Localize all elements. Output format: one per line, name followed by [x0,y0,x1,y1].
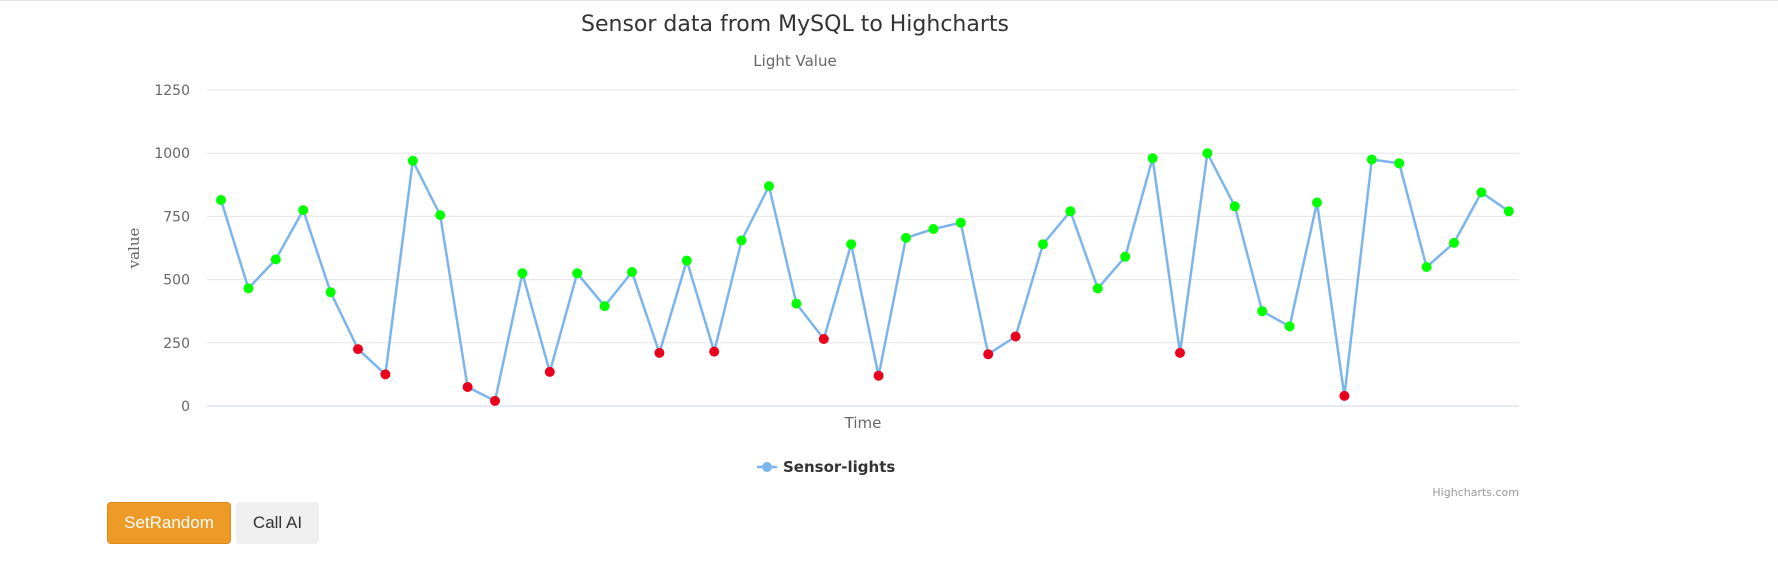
legend-marker [762,462,772,472]
y-axis-ticks: 0 250 500 750 1000 1250 [154,83,190,415]
data-point[interactable] [407,155,418,166]
data-point[interactable] [818,334,829,344]
data-point[interactable] [901,232,911,243]
data-point[interactable] [681,255,692,266]
data-point[interactable] [1339,390,1350,401]
data-point[interactable] [435,210,446,221]
data-point[interactable] [1147,153,1158,164]
data-point[interactable] [654,347,665,358]
data-point[interactable] [1010,331,1021,342]
credits-link[interactable]: Highcharts.com [1432,486,1519,499]
set-random-button[interactable]: SetRandom [107,502,231,544]
data-point[interactable] [983,349,994,360]
data-point[interactable] [544,366,555,377]
data-point[interactable] [572,268,583,279]
data-point[interactable] [353,344,363,355]
data-point[interactable] [517,268,528,279]
data-point[interactable] [599,301,610,312]
data-point[interactable] [1503,206,1514,217]
y-tick-label: 750 [163,209,190,225]
legend-item[interactable]: Sensor-lights [757,458,895,476]
y-tick-label: 1250 [154,83,190,99]
data-point[interactable] [1449,237,1459,248]
data-point[interactable] [1229,201,1240,212]
x-axis-label: Time [844,414,882,432]
data-point[interactable] [1476,187,1487,198]
data-point[interactable] [243,283,254,294]
y-tick-label: 500 [163,273,190,289]
y-tick-label: 250 [163,336,190,352]
data-point[interactable] [873,370,884,381]
data-point[interactable] [791,298,802,309]
series-line [219,149,1510,403]
data-point[interactable] [1284,321,1295,332]
data-point[interactable] [270,254,281,265]
data-point[interactable] [955,217,966,228]
call-ai-button[interactable]: Call AI [236,502,319,544]
data-point[interactable] [462,382,473,392]
data-point[interactable] [1038,239,1048,250]
data-point[interactable] [490,395,500,406]
data-point[interactable] [1120,251,1131,262]
data-point[interactable] [216,195,226,205]
data-point[interactable] [1065,206,1076,217]
data-point[interactable] [846,239,857,250]
data-point[interactable] [1312,197,1322,208]
y-tick-label: 0 [181,399,190,415]
top-border [0,0,1778,1]
data-point[interactable] [1202,148,1213,159]
data-point[interactable] [1366,154,1377,165]
data-point[interactable] [1175,347,1185,358]
y-axis-label: value [125,228,143,270]
data-point[interactable] [736,235,747,246]
legend-label: Sensor-lights [783,458,895,476]
data-points [216,148,1514,406]
data-point[interactable] [1394,158,1405,169]
data-point[interactable] [1257,306,1268,317]
data-point[interactable] [380,369,391,380]
data-point[interactable] [627,267,637,277]
data-point[interactable] [298,205,309,216]
data-point[interactable] [1421,262,1432,272]
y-tick-label: 1000 [154,146,190,162]
chart-subtitle: Light Value [753,52,836,70]
data-point[interactable] [325,287,336,298]
line-chart: 0 250 500 750 1000 1250 Sensor data from MySQ… [125,12,1519,499]
chart-title: Sensor data from MySQL to Highcharts [581,12,1009,37]
data-point[interactable] [709,346,720,357]
data-point[interactable] [764,181,774,192]
data-point[interactable] [1092,283,1103,294]
data-point[interactable] [928,224,939,234]
